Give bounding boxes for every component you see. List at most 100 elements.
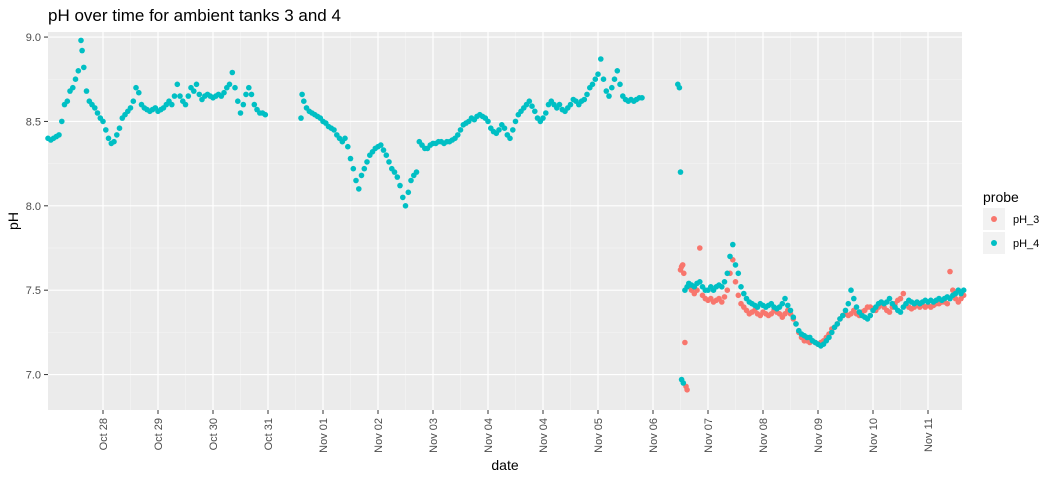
point-ph3	[735, 292, 742, 299]
point-ph4	[639, 95, 645, 101]
point-ph4	[581, 96, 588, 103]
chart-title: pH over time for ambient tanks 3 and 4	[48, 6, 341, 25]
point-ph4	[196, 91, 203, 98]
point-ph4	[358, 172, 365, 179]
point-ph4	[526, 98, 533, 104]
point-ph4	[79, 47, 85, 54]
y-axis-title: pH	[5, 212, 21, 230]
y-tick-label: 8.0	[26, 201, 41, 213]
point-ph4	[496, 127, 502, 133]
y-tick-label: 8.5	[26, 116, 41, 128]
point-ph4	[787, 307, 794, 314]
legend-key-ph4	[991, 240, 997, 246]
point-ph3	[682, 339, 688, 346]
x-tick-label: Oct 28	[98, 418, 110, 450]
point-ph4	[394, 174, 401, 180]
point-ph4	[75, 68, 82, 74]
legend-label-ph3: pH_3	[1013, 214, 1039, 226]
point-ph4	[614, 68, 621, 74]
point-ph3	[900, 290, 907, 297]
point-ph4	[229, 69, 236, 76]
point-ph4	[842, 307, 849, 314]
point-ph4	[676, 84, 683, 91]
point-ph4	[221, 89, 227, 96]
point-ph4	[532, 108, 538, 115]
x-tick-label: Nov 04	[483, 418, 495, 453]
point-ph4	[721, 279, 728, 285]
point-ph4	[169, 101, 175, 108]
point-ph4	[237, 110, 244, 116]
point-ph4	[402, 203, 409, 209]
legend-key-ph3	[991, 216, 997, 222]
point-ph4	[405, 189, 412, 196]
point-ph4	[116, 125, 123, 131]
point-ph4	[177, 93, 183, 99]
x-tick-label: Nov 07	[703, 418, 715, 453]
point-ph4	[455, 132, 461, 138]
point-ph4	[182, 101, 189, 108]
point-ph4	[331, 127, 337, 133]
x-tick-label: Nov 09	[813, 418, 825, 453]
x-tick-label: Nov 02	[373, 418, 385, 453]
y-tick-label: 7.0	[26, 370, 41, 382]
point-ph4	[193, 81, 200, 88]
point-ph3	[697, 245, 703, 251]
point-ph4	[100, 118, 106, 125]
point-ph4	[391, 169, 398, 175]
point-ph4	[364, 159, 370, 165]
point-ph4	[378, 142, 384, 148]
point-ph4	[353, 177, 359, 184]
point-ph4	[72, 76, 79, 82]
point-ph4	[598, 56, 604, 62]
point-ph4	[111, 138, 117, 145]
point-ph4	[724, 270, 731, 277]
x-tick-label: Nov 05	[593, 418, 605, 453]
point-ph3	[732, 279, 739, 285]
point-ph4	[171, 93, 178, 99]
point-ph4	[680, 380, 687, 386]
point-ph4	[897, 309, 904, 315]
point-ph4	[567, 101, 574, 108]
legend: probe pH_3 pH_4	[983, 189, 1039, 254]
x-axis-title: date	[491, 457, 518, 473]
point-ph4	[342, 135, 348, 142]
x-tick-label: Nov 01	[318, 418, 330, 453]
point-ph4	[485, 118, 491, 125]
point-ph3	[684, 387, 690, 393]
point-ph4	[262, 111, 269, 118]
point-ph4	[867, 312, 874, 319]
point-ph4	[361, 165, 368, 172]
point-ph4	[235, 98, 241, 104]
point-ph4	[834, 321, 841, 327]
point-ph4	[105, 135, 112, 142]
point-ph4	[677, 169, 684, 175]
plot-panel	[48, 32, 962, 410]
point-ph4	[94, 110, 101, 116]
point-ph4	[240, 101, 247, 108]
point-ph4	[851, 295, 857, 302]
point-ph4	[185, 93, 192, 99]
point-ph4	[735, 270, 742, 277]
point-ph4	[345, 143, 351, 150]
point-ph4	[592, 76, 599, 82]
x-tick-label: Oct 31	[263, 418, 275, 450]
point-ph4	[400, 194, 406, 201]
point-ph4	[540, 115, 546, 121]
point-ph4	[727, 253, 733, 260]
point-ph4	[603, 88, 610, 94]
point-ph4	[136, 89, 142, 96]
point-ph4	[501, 125, 508, 131]
point-ph4	[886, 295, 893, 302]
point-ph4	[845, 300, 852, 307]
point-ph4	[732, 262, 739, 268]
point-ph4	[133, 84, 139, 91]
x-tick-label: Nov 06	[648, 418, 660, 453]
point-ph4	[130, 98, 137, 104]
point-ph4	[556, 101, 563, 108]
point-ph4	[848, 287, 854, 294]
point-ph4	[543, 110, 549, 116]
point-ph4	[347, 155, 354, 162]
point-ph4	[457, 127, 464, 133]
point-ph4	[512, 118, 519, 125]
